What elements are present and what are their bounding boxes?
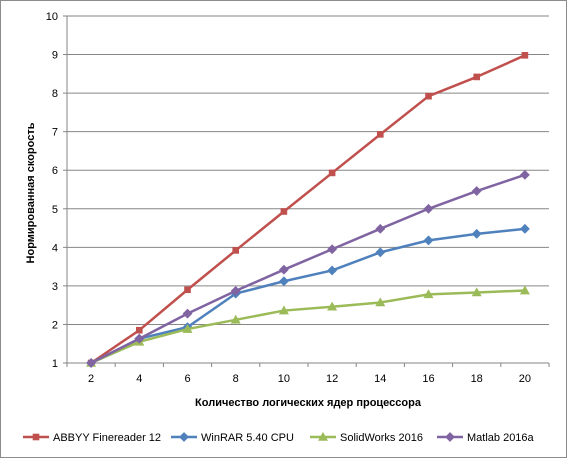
data-point	[423, 289, 434, 299]
y-tick-label: 9	[52, 50, 58, 62]
legend-marker	[445, 432, 455, 442]
y-tick-label: 6	[52, 165, 58, 177]
x-axis-title: Количество логических ядер процессора	[195, 397, 422, 409]
x-tick-label: 10	[278, 373, 290, 385]
data-point	[473, 73, 481, 81]
legend-item: WinRAR 5.40 CPU	[171, 432, 294, 444]
data-point	[182, 308, 193, 319]
data-point	[136, 326, 143, 334]
series-solidworks-2016	[86, 285, 530, 367]
legend-label: ABBYY Finereader 12	[53, 432, 161, 444]
y-tick-labels: 1 2 3 4 5 6 7 8 9 10	[46, 11, 58, 370]
x-tick-label: 4	[136, 373, 142, 385]
data-point	[519, 223, 530, 234]
legend-label: SolidWorks 2016	[340, 432, 423, 444]
data-point	[423, 235, 434, 246]
data-point	[327, 265, 338, 276]
series-abbyy-finereader-12	[87, 52, 529, 367]
data-point	[376, 131, 384, 138]
y-tick-label: 3	[52, 281, 58, 293]
series-line	[90, 227, 526, 365]
data-point	[471, 186, 482, 196]
y-axis-title: Нормированная скорость	[25, 122, 37, 263]
data-point	[86, 358, 97, 368]
y-tick-label: 1	[52, 358, 58, 370]
x-tick-label: 16	[422, 373, 434, 385]
x-tick-label: 20	[519, 373, 531, 385]
data-point	[471, 228, 482, 239]
data-point	[278, 305, 289, 315]
data-point	[230, 314, 241, 324]
x-tick-label: 14	[374, 373, 386, 385]
data-point	[375, 297, 386, 307]
x-tick-label: 2	[88, 373, 94, 385]
y-tick-label: 10	[46, 11, 58, 23]
data-point	[184, 286, 191, 294]
data-point	[471, 287, 482, 297]
x-tick-label: 12	[326, 373, 338, 385]
data-point	[278, 276, 289, 287]
y-tick-label: 2	[52, 319, 58, 331]
data-point	[375, 223, 386, 234]
legend: ABBYY Finereader 12 WinRAR 5.40 CPU SolidW…	[23, 431, 535, 444]
y-tick-label: 4	[52, 242, 58, 254]
data-point	[230, 285, 241, 296]
data-point	[521, 52, 529, 59]
data-point	[327, 301, 338, 311]
data-point	[375, 247, 386, 258]
data-point	[232, 247, 239, 254]
y-tick-label: 5	[52, 204, 58, 216]
data-point	[182, 323, 193, 333]
data-point	[425, 92, 432, 100]
x-tick-label: 6	[184, 373, 190, 385]
series-winrar-5-40-cpu	[86, 223, 530, 368]
legend-item: Matlab 2016a	[437, 432, 535, 444]
data-point	[327, 244, 338, 255]
series-matlab-2016a	[86, 169, 530, 368]
x-tick-label: 8	[233, 373, 239, 385]
x-tick-label: 18	[471, 373, 483, 385]
legend-item: ABBYY Finereader 12	[23, 432, 161, 444]
y-tick-label: 8	[52, 88, 58, 100]
legend-marker	[317, 431, 329, 441]
legend-item: SolidWorks 2016	[310, 431, 423, 444]
data-point	[278, 264, 289, 275]
legend-marker	[179, 432, 189, 442]
y-tick-label: 7	[52, 127, 58, 139]
series-line	[90, 289, 525, 365]
axes	[63, 15, 550, 367]
gridlines	[67, 15, 549, 325]
legend-label: Matlab 2016a	[467, 432, 535, 444]
data-point	[134, 333, 145, 344]
series-group	[86, 52, 530, 368]
series-line	[90, 173, 526, 365]
legend-label: WinRAR 5.40 CPU	[201, 432, 294, 444]
data-point	[519, 285, 530, 295]
data-point	[280, 208, 288, 215]
legend-marker	[32, 433, 40, 441]
data-point	[423, 203, 434, 214]
x-tick-labels: 2 4 6 8 10 12 14 16 18 20	[88, 373, 531, 385]
series-line	[90, 54, 526, 365]
data-point	[519, 169, 530, 180]
data-point	[328, 169, 336, 177]
